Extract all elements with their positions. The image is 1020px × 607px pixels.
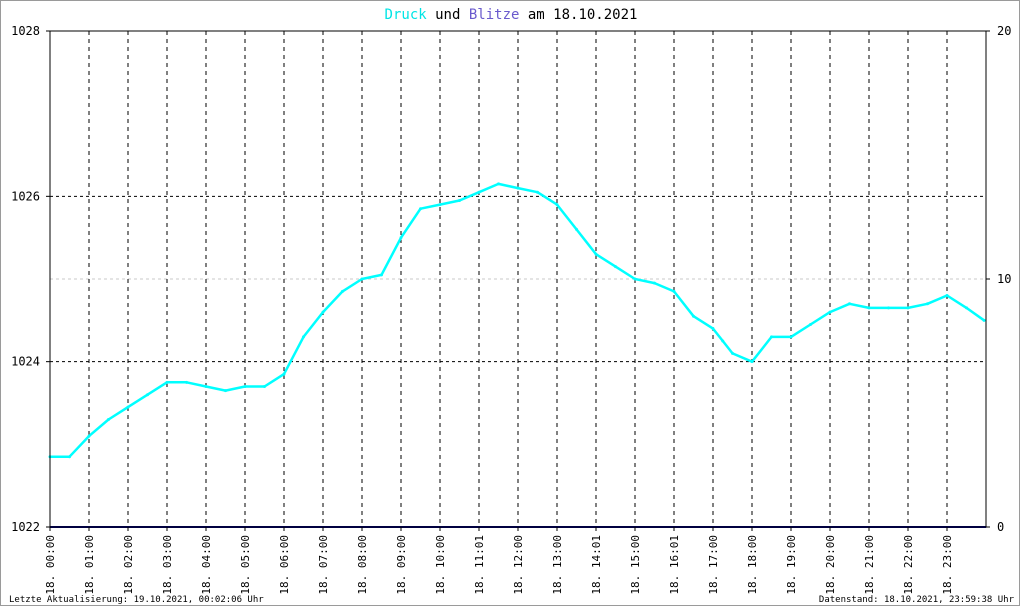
data-point-druck: [419, 207, 422, 211]
data-point-druck: [672, 289, 676, 293]
x-tick-label: 18. 04:00: [200, 535, 213, 595]
x-tick-label: 18. 22:00: [902, 535, 915, 595]
x-tick-label: 18. 17:00: [707, 535, 720, 595]
data-point-druck: [770, 335, 773, 339]
data-point-druck: [497, 182, 500, 186]
right-tick-label: 0: [997, 520, 1004, 534]
title-date: am 18.10.2021: [519, 7, 637, 23]
data-point-druck: [721, 339, 725, 343]
x-tick-label: 18. 21:00: [863, 535, 876, 595]
data-point-druck: [87, 434, 91, 438]
title-und: und: [427, 7, 469, 23]
x-tick-label: 18. 12:00: [512, 535, 525, 595]
data-point-druck: [165, 380, 169, 384]
data-point-druck: [380, 273, 383, 277]
data-point-druck: [321, 310, 325, 314]
data-point-druck: [516, 186, 520, 190]
data-point-druck: [399, 236, 403, 240]
x-tick-label: 18. 01:00: [83, 535, 96, 595]
data-point-druck: [926, 302, 929, 306]
title-blitze: Blitze: [469, 7, 520, 23]
data-point-druck: [243, 384, 247, 388]
x-tick-label: 18. 14:01: [590, 535, 603, 595]
data-point-druck: [731, 351, 734, 355]
x-tick-label: 18. 06:00: [278, 535, 291, 595]
data-point-druck: [982, 318, 986, 322]
data-point-druck: [204, 384, 208, 388]
x-tick-label: 18. 09:00: [395, 535, 408, 595]
x-tick-label: 18. 10:00: [434, 535, 447, 595]
data-point-druck: [789, 335, 793, 339]
x-tick-label: 18. 13:00: [551, 535, 564, 595]
data-point-druck: [828, 310, 832, 314]
title-druck: Druck: [385, 7, 428, 23]
data-point-druck: [341, 289, 344, 293]
x-tick-label: 18. 23:00: [941, 535, 954, 595]
x-tick-label: 18. 02:00: [122, 535, 135, 595]
data-point-druck: [536, 190, 539, 194]
x-tick-label: 18. 00:00: [44, 535, 57, 595]
x-tick-label: 18. 15:00: [629, 535, 642, 595]
data-point-druck: [965, 306, 968, 310]
data-point-druck: [945, 294, 949, 298]
data-point-druck: [575, 227, 578, 231]
x-tick-label: 18. 18:00: [746, 535, 759, 595]
data-point-druck: [360, 277, 364, 281]
left-axis: 1022 1024 1026 1028: [11, 24, 50, 534]
right-tick-label: 20: [997, 24, 1011, 38]
data-point-druck: [224, 389, 227, 393]
x-axis: 18. 00:00 18. 01:00 18. 02:00 18. 03:00 18. …: [44, 527, 954, 595]
x-tick-label: 18. 19:00: [785, 535, 798, 595]
data-point-druck: [887, 306, 890, 310]
data-point-druck: [555, 203, 559, 207]
data-point-druck: [68, 455, 71, 459]
data-point-druck: [185, 380, 188, 384]
data-point-druck: [438, 203, 442, 207]
data-point-druck: [614, 265, 617, 269]
left-tick-label: 1026: [11, 189, 40, 203]
data-point-druck: [653, 281, 656, 285]
data-point-druck: [458, 198, 461, 202]
data-point-druck: [711, 327, 715, 331]
chart-title: Druck und Blitze am 18.10.2021: [385, 7, 638, 23]
data-point-druck: [282, 372, 286, 376]
footer-data-status: Datenstand: 18.10.2021, 23:59:38 Uhr: [819, 595, 1015, 605]
data-point-druck: [146, 393, 149, 397]
data-point-druck: [750, 360, 754, 364]
x-tick-label: 18. 08:00: [356, 535, 369, 595]
data-point-druck: [126, 405, 130, 409]
x-tick-label: 18. 11:01: [473, 535, 486, 595]
x-tick-label: 18. 05:00: [239, 535, 252, 595]
data-point-druck: [906, 306, 910, 310]
left-tick-label: 1028: [11, 24, 40, 38]
x-tick-label: 18. 03:00: [161, 535, 174, 595]
data-point-druck: [594, 252, 598, 256]
data-point-druck: [692, 314, 695, 318]
data-point-druck: [867, 306, 871, 310]
footer-last-update: Letzte Aktualisierung: 19.10.2021, 00:02…: [9, 595, 264, 605]
x-tick-label: 18. 16:01: [668, 535, 681, 595]
data-point-druck: [302, 335, 305, 339]
grid-lines: [50, 30, 986, 527]
data-point-druck: [809, 322, 812, 326]
right-tick-label: 10: [997, 272, 1011, 286]
data-point-druck: [848, 302, 851, 306]
x-tick-label: 18. 07:00: [317, 535, 330, 595]
x-tick-label: 18. 20:00: [824, 535, 837, 595]
data-point-druck: [107, 418, 110, 422]
right-axis: 0 10 20: [986, 24, 1011, 534]
series-line-druck: [50, 182, 985, 458]
left-tick-label: 1024: [11, 355, 40, 369]
data-point-druck: [477, 190, 481, 194]
left-tick-label: 1022: [11, 520, 40, 534]
data-point-druck: [633, 277, 637, 281]
data-point-druck: [263, 384, 266, 388]
